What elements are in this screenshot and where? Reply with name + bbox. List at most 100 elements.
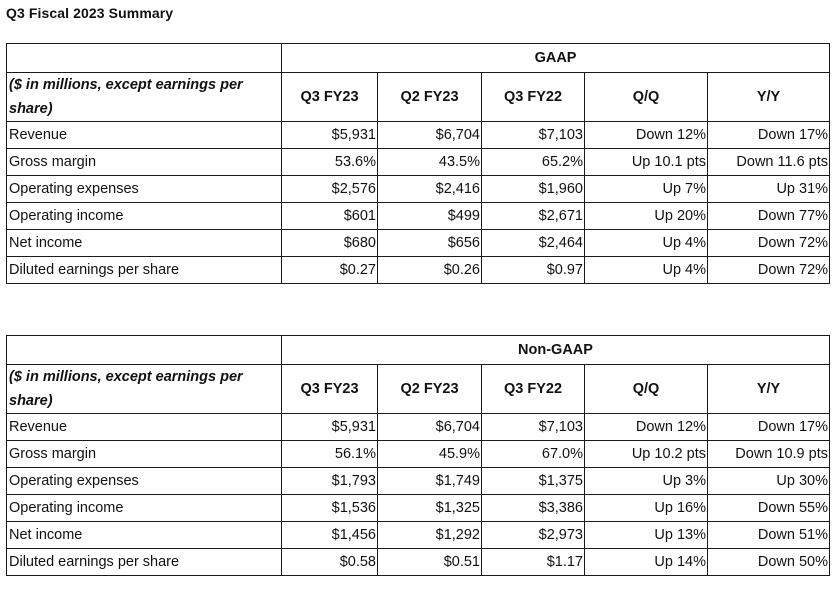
table-row: Diluted earnings per share $0.58 $0.51 $1.1…	[6, 548, 830, 576]
column-header-row: ($ in millions, except earnings per shar…	[6, 364, 830, 414]
row-label: Diluted earnings per share	[6, 548, 282, 576]
cell-q2fy23: $2,416	[377, 175, 482, 203]
row-label: Revenue	[6, 121, 282, 149]
cell-yy-change: Down 51%	[707, 521, 830, 549]
page-title: Q3 Fiscal 2023 Summary	[6, 5, 174, 21]
cell-yy-change: Down 10.9 pts	[707, 440, 830, 468]
cell-q2fy23: 43.5%	[377, 148, 482, 176]
row-label: Net income	[6, 229, 282, 257]
cell-q3fy22: $1.17	[481, 548, 585, 576]
cell-q3fy23: $0.58	[281, 548, 378, 576]
table-row: Operating expenses $2,576 $2,416 $1,960 Up 7…	[6, 175, 831, 203]
cell-yy-change: Down 50%	[707, 548, 830, 576]
cell-q3fy23: $5,931	[281, 121, 378, 149]
cell-q3fy23: $2,576	[281, 175, 378, 203]
cell-q2fy23: $0.51	[377, 548, 482, 576]
cell-q2fy23: $1,325	[377, 494, 482, 522]
column-header-yy: Y/Y	[706, 72, 831, 122]
cell-q2fy23: $6,704	[377, 121, 482, 149]
cell-q3fy23: $0.27	[281, 256, 378, 284]
cell-q2fy23: 45.9%	[377, 440, 482, 468]
cell-yy-change: Down 11.6 pts	[706, 148, 831, 176]
section-header-row: Non-GAAP	[6, 335, 830, 365]
row-label: Gross margin	[6, 148, 282, 176]
column-header-qq: Q/Q	[584, 72, 708, 122]
row-label: Operating income	[6, 202, 282, 230]
column-header-q3fy22: Q3 FY22	[481, 72, 585, 122]
row-label: Revenue	[6, 413, 282, 441]
row-label: Gross margin	[6, 440, 282, 468]
table-row: Operating income $1,536 $1,325 $3,386 Up 16%…	[6, 494, 830, 522]
column-header-yy: Y/Y	[707, 364, 830, 414]
section-title: GAAP	[280, 43, 831, 73]
section-header-spacer	[6, 43, 282, 73]
cell-yy-change: Down 77%	[706, 202, 831, 230]
cell-q2fy23: $1,749	[377, 467, 482, 495]
cell-qq-change: Up 3%	[584, 467, 708, 495]
cell-q2fy23: $656	[377, 229, 482, 257]
table-row: Revenue $5,931 $6,704 $7,103 Down 12% Down 17…	[6, 121, 831, 149]
column-header-q2fy23: Q2 FY23	[377, 364, 482, 414]
cell-q3fy22: $1,375	[481, 467, 585, 495]
cell-q2fy23: $499	[377, 202, 482, 230]
cell-q3fy23: 53.6%	[281, 148, 378, 176]
row-label: Operating expenses	[6, 467, 282, 495]
cell-yy-change: Down 17%	[707, 413, 830, 441]
cell-q3fy23: $1,793	[281, 467, 378, 495]
cell-q3fy22: $1,960	[481, 175, 585, 203]
cell-qq-change: Up 20%	[584, 202, 708, 230]
cell-yy-change: Down 17%	[706, 121, 831, 149]
cell-q3fy22: $2,464	[481, 229, 585, 257]
cell-qq-change: Up 4%	[584, 229, 708, 257]
units-note: ($ in millions, except earnings per shar…	[6, 364, 282, 414]
cell-q3fy22: $7,103	[481, 121, 585, 149]
cell-q3fy22: 65.2%	[481, 148, 585, 176]
cell-q3fy22: $0.97	[481, 256, 585, 284]
cell-q3fy22: $7,103	[481, 413, 585, 441]
cell-q3fy23: $680	[281, 229, 378, 257]
cell-yy-change: Down 72%	[706, 229, 831, 257]
cell-yy-change: Down 72%	[706, 256, 831, 284]
cell-qq-change: Up 4%	[584, 256, 708, 284]
cell-qq-change: Up 7%	[584, 175, 708, 203]
cell-qq-change: Up 14%	[584, 548, 708, 576]
cell-qq-change: Up 10.2 pts	[584, 440, 708, 468]
table-row: Net income $680 $656 $2,464 Up 4% Down 72%	[6, 229, 831, 257]
column-header-q3fy23: Q3 FY23	[281, 364, 378, 414]
cell-q3fy23: $1,536	[281, 494, 378, 522]
column-header-qq: Q/Q	[584, 364, 708, 414]
cell-qq-change: Down 12%	[584, 121, 708, 149]
cell-qq-change: Down 12%	[584, 413, 708, 441]
table-row: Operating expenses $1,793 $1,749 $1,375 Up 3…	[6, 467, 830, 495]
cell-q3fy22: $3,386	[481, 494, 585, 522]
units-note: ($ in millions, except earnings per shar…	[6, 72, 282, 122]
cell-q3fy23: $5,931	[281, 413, 378, 441]
section-header-spacer	[6, 335, 282, 365]
cell-q3fy22: 67.0%	[481, 440, 585, 468]
cell-yy-change: Down 55%	[707, 494, 830, 522]
section-title: Non-GAAP	[281, 335, 830, 365]
table-row: Diluted earnings per share $0.27 $0.26 $0.9…	[6, 256, 831, 284]
column-header-row: ($ in millions, except earnings per shar…	[6, 72, 831, 122]
table-row: Revenue $5,931 $6,704 $7,103 Down 12% Down 17…	[6, 413, 830, 441]
cell-q3fy22: $2,973	[481, 521, 585, 549]
table-row: Operating income $601 $499 $2,671 Up 20% Down…	[6, 202, 831, 230]
row-label: Operating expenses	[6, 175, 282, 203]
section-header-row: GAAP	[6, 43, 831, 73]
cell-yy-change: Up 31%	[706, 175, 831, 203]
cell-q3fy23: 56.1%	[281, 440, 378, 468]
cell-qq-change: Up 16%	[584, 494, 708, 522]
cell-q2fy23: $0.26	[377, 256, 482, 284]
cell-q2fy23: $1,292	[377, 521, 482, 549]
cell-qq-change: Up 13%	[584, 521, 708, 549]
cell-yy-change: Up 30%	[707, 467, 830, 495]
gaap-summary-table: GAAP ($ in millions, except earnings per…	[6, 43, 831, 284]
column-header-q2fy23: Q2 FY23	[377, 72, 482, 122]
table-row: Gross margin 56.1% 45.9% 67.0% Up 10.2 pts Do…	[6, 440, 830, 468]
table-row: Net income $1,456 $1,292 $2,973 Up 13% Down 5…	[6, 521, 830, 549]
cell-q3fy23: $601	[281, 202, 378, 230]
cell-q3fy22: $2,671	[481, 202, 585, 230]
row-label: Operating income	[6, 494, 282, 522]
column-header-q3fy23: Q3 FY23	[281, 72, 378, 122]
non-gaap-summary-table: Non-GAAP ($ in millions, except earnings…	[6, 335, 830, 576]
